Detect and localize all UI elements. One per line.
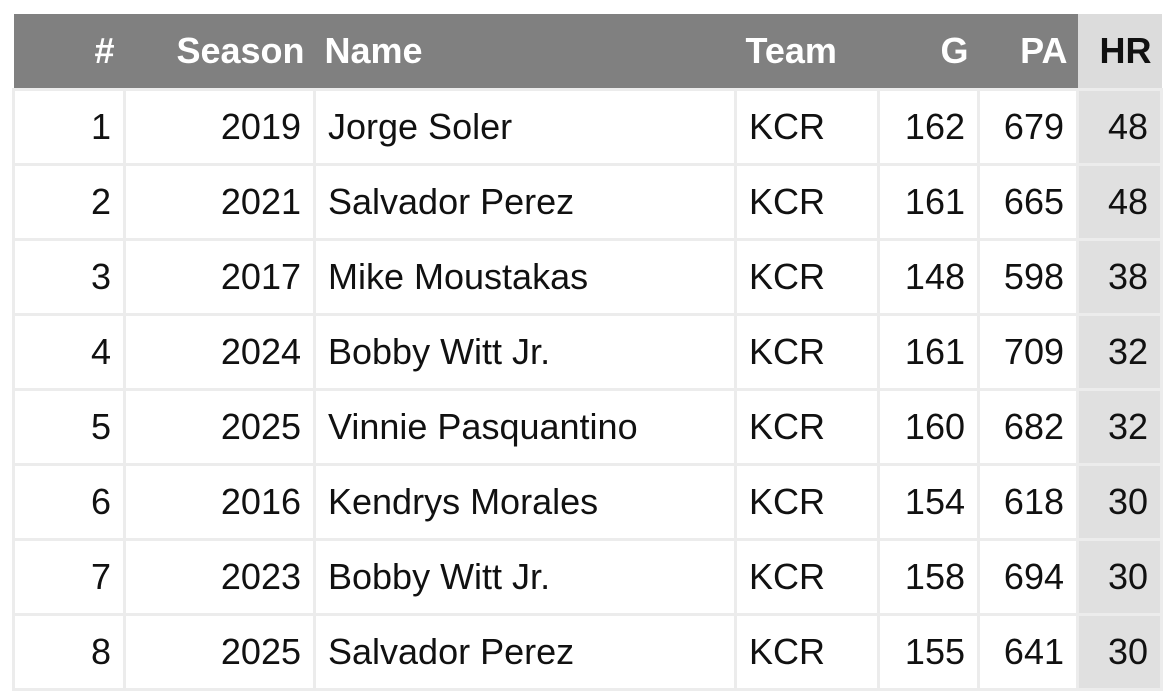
table-cell: 30 [1076,538,1163,616]
table-cell: 1 [12,88,126,166]
table-row: 4 2024 Bobby Witt Jr. KCR 161 709 32 [12,313,1163,391]
table-cell: 161 [877,163,980,241]
column-header[interactable]: Name [314,14,736,90]
table-cell: 2019 [123,88,316,166]
table-cell: KCR [734,238,880,316]
table-cell: 30 [1076,463,1163,541]
table-row: 3 2017 Mike Moustakas KCR 148 598 38 [12,238,1163,316]
table-body: 1 2019 Jorge Soler KCR 162 679 48 2 2021 Salvador… [12,88,1163,691]
table-cell: 32 [1076,388,1163,466]
table-row: 8 2025 Salvador Perez KCR 155 641 30 [12,613,1163,691]
column-header[interactable]: PA [978,14,1078,90]
table-row: 6 2016 Kendrys Morales KCR 154 618 30 [12,463,1163,541]
table-cell: KCR [734,388,880,466]
table-cell: 2025 [123,613,316,691]
table-cell: KCR [734,313,880,391]
table-cell: 30 [1076,613,1163,691]
stats-table: # Season Name Team G PA HR 1 2019 Jorge Soler KCR… [12,14,1163,691]
table-cell: 160 [877,388,980,466]
table-row: 5 2025 Vinnie Pasquantino KCR 160 682 32 [12,388,1163,466]
table-cell: KCR [734,163,880,241]
table-cell: 598 [977,238,1079,316]
table-cell: 4 [12,313,126,391]
table-cell: Jorge Soler [313,88,737,166]
table-cell: 2017 [123,238,316,316]
table-cell: 5 [12,388,126,466]
table-cell: Bobby Witt Jr. [313,313,737,391]
table-cell: 8 [12,613,126,691]
table-cell: 162 [877,88,980,166]
table-cell: 2025 [123,388,316,466]
table-cell: Salvador Perez [313,163,737,241]
table-cell: Vinnie Pasquantino [313,388,737,466]
table-cell: 38 [1076,238,1163,316]
table-cell: 148 [877,238,980,316]
table-cell: 2016 [123,463,316,541]
header-row: # Season Name Team G PA HR [13,14,1162,90]
table-cell: 48 [1076,88,1163,166]
column-header[interactable]: Team [735,14,879,90]
table-cell: 155 [877,613,980,691]
table-cell: 679 [977,88,1079,166]
table-cell: 48 [1076,163,1163,241]
table-cell: 641 [977,613,1079,691]
column-header[interactable]: # [13,14,125,90]
table-cell: 2021 [123,163,316,241]
table-cell: 694 [977,538,1079,616]
table-cell: 7 [12,538,126,616]
table-cell: 158 [877,538,980,616]
table-cell: Mike Moustakas [313,238,737,316]
table-cell: 2 [12,163,126,241]
table-cell: KCR [734,463,880,541]
table-cell: 682 [977,388,1079,466]
table-row: 1 2019 Jorge Soler KCR 162 679 48 [12,88,1163,166]
table-cell: 161 [877,313,980,391]
table-cell: Kendrys Morales [313,463,737,541]
table-cell: 709 [977,313,1079,391]
table-cell: 2024 [123,313,316,391]
table-cell: 3 [12,238,126,316]
table-cell: 665 [977,163,1079,241]
table-cell: KCR [734,613,880,691]
column-header[interactable]: HR [1077,14,1162,90]
table-cell: Salvador Perez [313,613,737,691]
table-cell: 32 [1076,313,1163,391]
table-cell: KCR [734,88,880,166]
table-container: # Season Name Team G PA HR 1 2019 Jorge Soler KCR… [12,14,1163,691]
table-cell: 154 [877,463,980,541]
table-cell: Bobby Witt Jr. [313,538,737,616]
table-cell: KCR [734,538,880,616]
column-header[interactable]: G [878,14,979,90]
table-cell: 618 [977,463,1079,541]
table-row: 2 2021 Salvador Perez KCR 161 665 48 [12,163,1163,241]
column-header[interactable]: Season [124,14,315,90]
table-row: 7 2023 Bobby Witt Jr. KCR 158 694 30 [12,538,1163,616]
table-cell: 2023 [123,538,316,616]
table-cell: 6 [12,463,126,541]
